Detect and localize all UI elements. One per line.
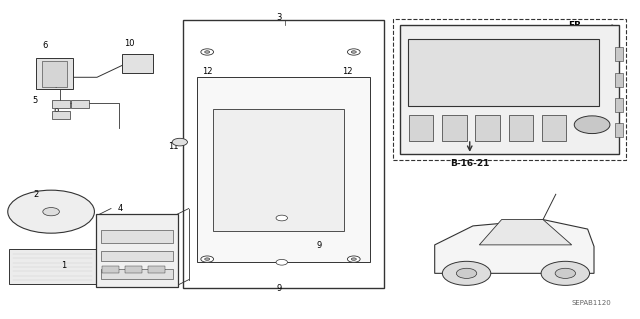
Bar	[615, 123, 623, 137]
Circle shape	[541, 261, 589, 286]
Bar	[102, 266, 118, 273]
Circle shape	[276, 259, 287, 265]
Bar	[148, 266, 164, 273]
Text: B-16-21: B-16-21	[450, 159, 490, 168]
Text: 9: 9	[317, 241, 322, 250]
Circle shape	[442, 261, 491, 286]
Circle shape	[43, 208, 60, 216]
Circle shape	[555, 268, 575, 278]
Text: 4: 4	[117, 204, 123, 213]
Text: 3: 3	[276, 13, 282, 22]
FancyBboxPatch shape	[52, 100, 70, 108]
Polygon shape	[479, 219, 572, 245]
FancyBboxPatch shape	[9, 249, 96, 284]
Circle shape	[172, 138, 188, 146]
Text: 12: 12	[342, 67, 353, 76]
FancyBboxPatch shape	[394, 19, 626, 160]
Bar	[409, 115, 433, 141]
Text: 6: 6	[43, 41, 48, 49]
FancyBboxPatch shape	[122, 54, 153, 73]
Circle shape	[201, 49, 214, 55]
Bar	[101, 269, 173, 279]
FancyBboxPatch shape	[400, 26, 619, 154]
Bar	[615, 72, 623, 87]
Bar	[442, 115, 467, 141]
Text: 1: 1	[61, 261, 66, 270]
Text: 9: 9	[276, 284, 282, 293]
FancyBboxPatch shape	[42, 62, 67, 87]
Bar	[615, 47, 623, 62]
Circle shape	[574, 116, 610, 134]
FancyBboxPatch shape	[36, 58, 74, 89]
Bar	[101, 230, 173, 243]
Bar	[615, 98, 623, 112]
Circle shape	[351, 51, 356, 53]
Bar	[125, 266, 141, 273]
Bar	[509, 115, 533, 141]
FancyBboxPatch shape	[408, 39, 599, 106]
Circle shape	[351, 258, 356, 260]
Circle shape	[205, 51, 210, 53]
Bar	[476, 115, 500, 141]
Circle shape	[205, 258, 210, 260]
Bar	[541, 115, 566, 141]
Circle shape	[201, 256, 214, 262]
Text: SEPAB1120: SEPAB1120	[572, 300, 611, 306]
FancyBboxPatch shape	[183, 20, 384, 287]
Text: 8: 8	[54, 105, 59, 114]
Polygon shape	[435, 219, 594, 273]
FancyBboxPatch shape	[97, 214, 178, 287]
Circle shape	[276, 215, 287, 221]
Text: 2: 2	[33, 190, 38, 199]
Circle shape	[456, 268, 477, 278]
Circle shape	[8, 190, 95, 233]
Bar	[101, 251, 173, 261]
Circle shape	[348, 256, 360, 262]
FancyBboxPatch shape	[197, 77, 370, 262]
FancyBboxPatch shape	[213, 109, 344, 231]
Text: 12: 12	[202, 67, 212, 76]
FancyBboxPatch shape	[52, 111, 70, 119]
Text: 10: 10	[124, 39, 134, 48]
Text: 5: 5	[32, 96, 37, 105]
Circle shape	[348, 49, 360, 55]
Text: 11: 11	[168, 142, 179, 151]
Text: 7: 7	[54, 81, 59, 90]
Text: FR.: FR.	[568, 21, 584, 30]
FancyBboxPatch shape	[72, 100, 90, 108]
